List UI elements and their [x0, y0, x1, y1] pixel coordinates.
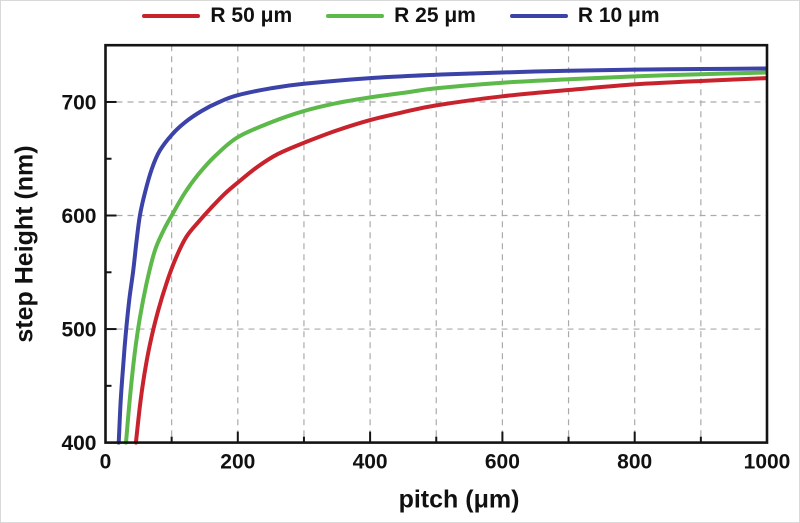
curves	[116, 66, 767, 445]
legend-line-green	[326, 14, 385, 18]
curve-r-50-μm	[133, 76, 767, 445]
y-tick-label: 700	[61, 91, 96, 114]
x-tick-label: 600	[485, 451, 520, 474]
legend-item-r25: R 25 μm	[326, 4, 476, 28]
x-tick-label: 800	[617, 451, 652, 474]
y-tick-label: 500	[61, 319, 96, 342]
x-tick-label: 400	[353, 451, 388, 474]
legend-item-r10: R 10 μm	[509, 4, 660, 28]
y-tick-label: 400	[61, 432, 96, 455]
curve-r-25-μm	[124, 70, 767, 445]
y-tick-label: 600	[61, 205, 96, 228]
legend-line-blue	[509, 14, 568, 18]
axis-ticks	[104, 44, 768, 444]
curve-r-10-μm	[116, 66, 767, 445]
x-tick-label: 1000	[744, 451, 791, 474]
legend-item-r50: R 50 μm	[142, 4, 292, 28]
legend-label-r10: R 10 μm	[577, 4, 660, 27]
legend-label-r25: R 25 μm	[394, 4, 476, 27]
chart-legend: R 50 μm R 25 μm R 10 μm	[1, 3, 799, 29]
x-tick-label: 200	[220, 451, 255, 474]
legend-label-r50: R 50 μm	[210, 4, 293, 27]
legend-line-red	[142, 14, 201, 18]
x-tick-label: 0	[100, 451, 112, 474]
tick-labels: 0 200 400 600 800 1000 400 500 600 700	[61, 91, 790, 473]
x-axis-title: pitch (μm)	[398, 485, 520, 514]
